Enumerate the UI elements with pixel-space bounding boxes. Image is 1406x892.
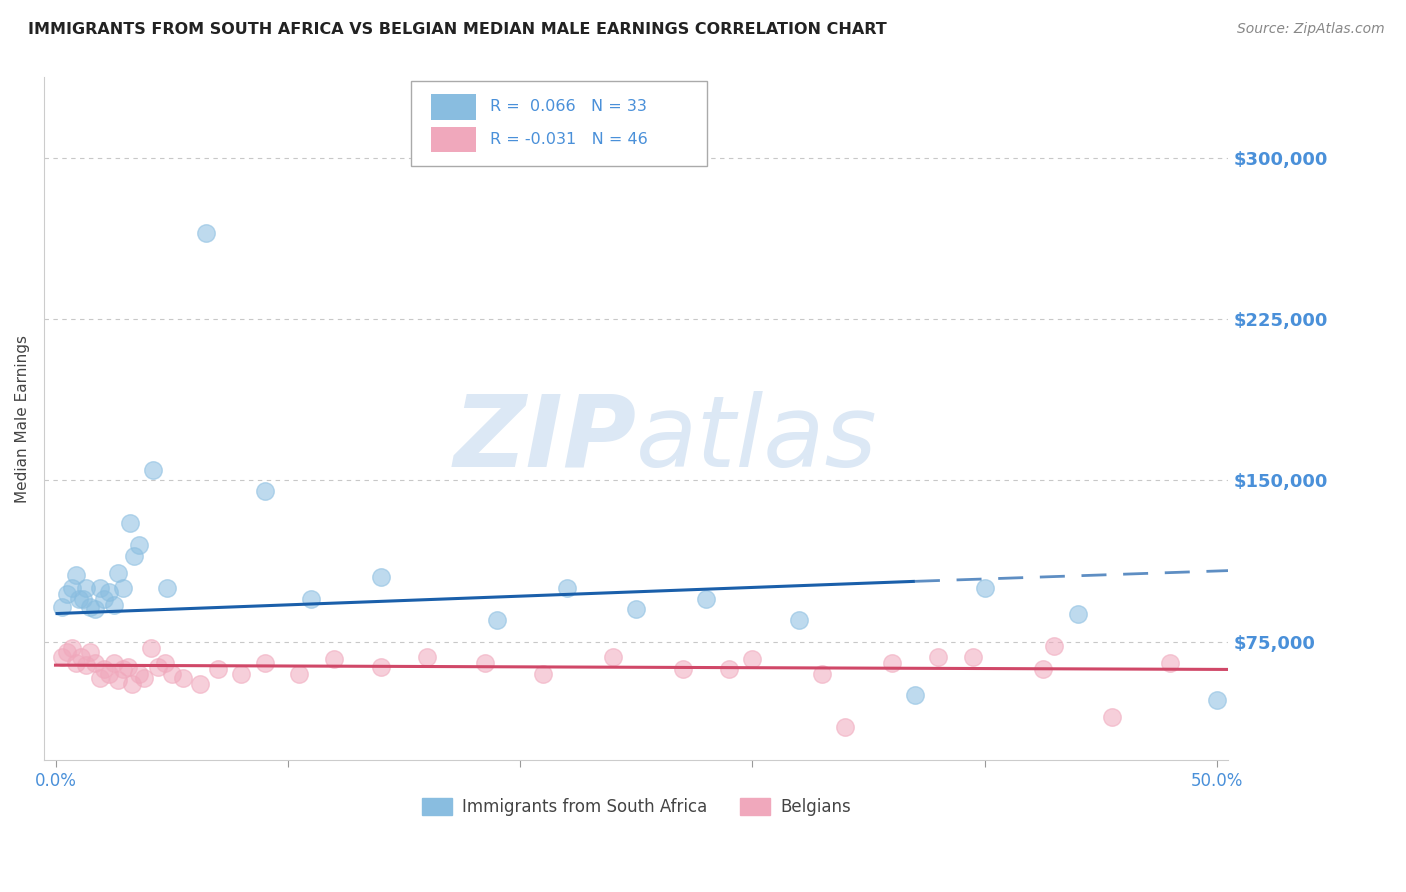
Point — [153, 656, 176, 670]
Point — [146, 660, 169, 674]
Text: ZIP: ZIP — [453, 391, 636, 488]
Point — [89, 581, 111, 595]
Point — [811, 666, 834, 681]
Point — [60, 581, 83, 595]
Point — [207, 662, 229, 676]
Point — [156, 581, 179, 595]
Point — [142, 462, 165, 476]
Point — [118, 516, 141, 531]
Point — [834, 721, 856, 735]
Point — [160, 666, 183, 681]
Point — [172, 671, 194, 685]
Point — [51, 649, 73, 664]
Point — [695, 591, 717, 606]
Point — [531, 666, 554, 681]
Point — [128, 666, 150, 681]
Point — [602, 649, 624, 664]
Point — [416, 649, 439, 664]
Point — [1159, 656, 1181, 670]
Point — [107, 673, 129, 688]
Point — [60, 640, 83, 655]
Point — [231, 666, 253, 681]
Point — [84, 602, 107, 616]
Point — [111, 662, 134, 676]
Point — [1101, 709, 1123, 723]
Text: atlas: atlas — [636, 391, 877, 488]
Point — [97, 666, 120, 681]
Point — [67, 591, 90, 606]
Y-axis label: Median Male Earnings: Median Male Earnings — [15, 334, 30, 502]
Point — [128, 538, 150, 552]
Point — [741, 651, 763, 665]
Point — [75, 581, 97, 595]
Point — [111, 581, 134, 595]
Point — [79, 600, 101, 615]
Point — [485, 613, 508, 627]
Point — [107, 566, 129, 580]
Point — [299, 591, 322, 606]
Point — [973, 581, 995, 595]
Point — [72, 591, 94, 606]
Point — [253, 656, 276, 670]
Point — [65, 568, 87, 582]
Point — [927, 649, 949, 664]
Point — [70, 649, 93, 664]
Point — [370, 570, 392, 584]
Point — [195, 226, 218, 240]
Point — [370, 660, 392, 674]
Point — [1032, 662, 1054, 676]
Text: R = -0.031   N = 46: R = -0.031 N = 46 — [491, 132, 648, 147]
Point — [132, 671, 155, 685]
Point — [65, 656, 87, 670]
Point — [75, 658, 97, 673]
Point — [93, 662, 115, 676]
Point — [124, 549, 146, 563]
Point — [880, 656, 903, 670]
Point — [89, 671, 111, 685]
Point — [84, 656, 107, 670]
Text: Source: ZipAtlas.com: Source: ZipAtlas.com — [1237, 22, 1385, 37]
Point — [121, 677, 143, 691]
Point — [103, 656, 125, 670]
Legend: Immigrants from South Africa, Belgians: Immigrants from South Africa, Belgians — [415, 791, 858, 823]
Point — [139, 640, 162, 655]
Point — [253, 484, 276, 499]
Point — [904, 688, 927, 702]
Point — [787, 613, 810, 627]
Text: R =  0.066   N = 33: R = 0.066 N = 33 — [491, 99, 647, 114]
Point — [97, 585, 120, 599]
Bar — [432, 94, 477, 120]
Point — [79, 645, 101, 659]
Point — [962, 649, 984, 664]
Point — [1043, 639, 1066, 653]
FancyBboxPatch shape — [411, 81, 707, 166]
Point — [1205, 692, 1227, 706]
Point — [93, 591, 115, 606]
Point — [718, 662, 741, 676]
Point — [51, 600, 73, 615]
Point — [56, 587, 79, 601]
Point — [103, 598, 125, 612]
Point — [1066, 607, 1088, 621]
Point — [555, 581, 578, 595]
Point — [117, 660, 139, 674]
Point — [56, 645, 79, 659]
Point — [323, 651, 346, 665]
Point — [288, 666, 311, 681]
Point — [474, 656, 496, 670]
Point — [188, 677, 211, 691]
Text: IMMIGRANTS FROM SOUTH AFRICA VS BELGIAN MEDIAN MALE EARNINGS CORRELATION CHART: IMMIGRANTS FROM SOUTH AFRICA VS BELGIAN … — [28, 22, 887, 37]
Point — [624, 602, 647, 616]
Bar — [432, 127, 477, 153]
Point — [672, 662, 695, 676]
